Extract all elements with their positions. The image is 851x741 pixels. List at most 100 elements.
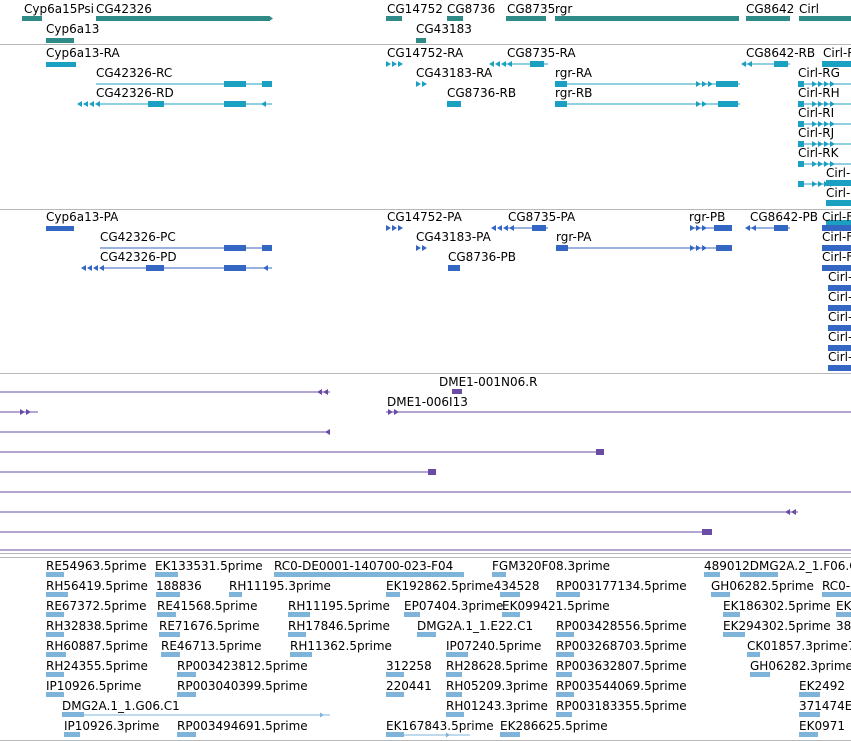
feature-label[interactable]: RC0- xyxy=(822,579,851,593)
feature-label[interactable]: CG43183 xyxy=(416,22,472,36)
feature-label[interactable]: EK xyxy=(836,599,851,613)
feature-label[interactable]: Cyp6a13 xyxy=(46,22,100,36)
feature-label[interactable]: RE46713.5prime xyxy=(161,639,262,653)
feature-label[interactable]: CG42326-PD xyxy=(100,250,177,264)
feature-label[interactable]: EK294302.5prime xyxy=(723,619,831,633)
feature-label[interactable]: IP07240.5prime xyxy=(446,639,542,653)
feature-label[interactable]: Cirl-RI xyxy=(798,106,835,120)
feature-label[interactable]: FGM320F08.3prime xyxy=(492,559,611,573)
feature-label[interactable]: EK0971 xyxy=(799,719,845,733)
feature-label[interactable]: RH11195.3prime xyxy=(229,579,331,593)
feature-label[interactable]: Cirl-RG xyxy=(798,66,840,80)
feature-label[interactable]: Cirl-F xyxy=(822,210,851,224)
feature-label[interactable]: EK133531.5prime xyxy=(155,559,263,573)
feature-label[interactable]: CG8736-RB xyxy=(447,86,517,100)
feature-label[interactable]: RH28628.5prime xyxy=(446,659,548,673)
feature-label[interactable]: CG42326-RD xyxy=(96,86,174,100)
feature-label[interactable]: Cirl-RF xyxy=(823,46,851,60)
feature-label[interactable]: RE67372.5prime xyxy=(46,599,147,613)
feature-label[interactable]: EK192862.5prime434528 xyxy=(386,579,540,593)
feature-label[interactable]: Cyp6a13-RA xyxy=(46,46,120,60)
feature-label[interactable]: EK099421.5prime xyxy=(502,599,610,613)
feature-label[interactable]: Cirl xyxy=(799,2,819,16)
feature-label[interactable]: RP003040399.5prime xyxy=(177,679,308,693)
feature-label[interactable]: 188836 xyxy=(156,579,202,593)
feature-label[interactable]: CG14752-RA xyxy=(387,46,464,60)
feature-label[interactable]: Cirl-F xyxy=(822,250,851,264)
feature-label[interactable]: DMG2A.1_1.E22.C1 xyxy=(417,619,534,633)
feature-label[interactable]: DME1-006I13 xyxy=(387,395,468,409)
feature-label[interactable]: 489012DMG2A.2_1.F06.C1 xyxy=(704,559,851,573)
feature-label[interactable]: rgr-PB xyxy=(689,210,726,224)
feature-label[interactable]: 312258 xyxy=(386,659,432,673)
feature-label[interactable]: RP003177134.5prime xyxy=(556,579,687,593)
feature-label[interactable]: RE54963.5prime xyxy=(46,559,147,573)
feature-label[interactable]: RH01243.3prime xyxy=(446,699,548,713)
feature-label[interactable]: CG14752-PA xyxy=(387,210,462,224)
feature-label[interactable]: 371474E xyxy=(799,699,851,713)
feature-label[interactable]: RH11362.5prime xyxy=(290,639,392,653)
feature-label[interactable]: Cirl- xyxy=(828,270,851,284)
feature-label[interactable]: rgr xyxy=(555,2,573,16)
feature-label[interactable]: RP003423812.5prime xyxy=(177,659,308,673)
feature-label[interactable]: CG8736-PB xyxy=(448,250,517,264)
feature-label[interactable]: RH24355.5prime xyxy=(46,659,148,673)
feature-label[interactable]: Cyp6a15Psi xyxy=(24,2,94,16)
feature-label[interactable]: CG8736 xyxy=(447,2,496,16)
feature-label[interactable]: CG43183-PA xyxy=(416,230,491,244)
feature-label[interactable]: CG8735-RA xyxy=(507,46,576,60)
feature-label[interactable]: rgr-PA xyxy=(556,230,592,244)
feature-label[interactable]: Cirl- xyxy=(828,310,851,324)
feature-label[interactable]: RH32838.5prime xyxy=(46,619,148,633)
feature-label[interactable]: GH06282.5prime xyxy=(711,579,814,593)
feature-label[interactable]: CG14752 xyxy=(387,2,443,16)
feature-label[interactable]: CG8642-PB xyxy=(750,210,819,224)
feature-label[interactable]: RE71676.5prime xyxy=(159,619,260,633)
feature-label[interactable]: Cirl-RK xyxy=(798,146,839,160)
feature-label[interactable]: Cirl- xyxy=(826,166,851,180)
feature-label[interactable]: EK186302.5prime xyxy=(723,599,831,613)
feature-label[interactable]: 38 xyxy=(836,619,851,633)
feature-label[interactable]: RP003544069.5prime xyxy=(556,679,687,693)
feature-label[interactable]: Cirl- xyxy=(828,290,851,304)
feature-label[interactable]: EK2492 xyxy=(799,679,845,693)
feature-label[interactable]: CG42326-PC xyxy=(100,230,176,244)
feature-label[interactable]: RE41568.5prime xyxy=(157,599,258,613)
feature-label[interactable]: Cirl- xyxy=(828,350,851,364)
feature-label[interactable]: RH56419.5prime xyxy=(46,579,148,593)
feature-label[interactable]: Cirl- xyxy=(828,330,851,344)
feature-label[interactable]: RC0-DE0001-140700-023-F04 xyxy=(274,559,454,573)
feature-label[interactable]: CG42326 xyxy=(96,2,152,16)
feature-label[interactable]: RP003268703.5prime xyxy=(556,639,687,653)
feature-label[interactable]: RH17846.5prime xyxy=(288,619,390,633)
feature-label[interactable]: IP10926.5prime xyxy=(46,679,142,693)
feature-label[interactable]: CG43183-RA xyxy=(416,66,493,80)
feature-label[interactable]: EK286625.5prime xyxy=(500,719,608,733)
feature-label[interactable]: Cirl- xyxy=(826,186,851,200)
feature-label[interactable]: rgr-RB xyxy=(555,86,593,100)
feature-label[interactable]: CG42326-RC xyxy=(96,66,173,80)
feature-label[interactable]: CG8735 xyxy=(507,2,556,16)
feature-label[interactable]: RP003428556.5prime xyxy=(556,619,687,633)
feature-label[interactable]: RP003183355.5prime xyxy=(556,699,687,713)
feature-label[interactable]: DMG2A.1_1.G06.C1 xyxy=(62,699,180,713)
feature-label[interactable]: RH60887.5prime xyxy=(46,639,148,653)
feature-label[interactable]: DME1-001N06.R xyxy=(439,375,538,389)
feature-label[interactable]: RP003494691.5prime xyxy=(177,719,308,733)
feature-label[interactable]: 220441 xyxy=(386,679,432,693)
feature-label[interactable]: CG8642-RB xyxy=(746,46,816,60)
feature-label[interactable]: CG8642 xyxy=(746,2,795,16)
feature-label[interactable]: Cirl-F xyxy=(822,230,851,244)
feature-label[interactable]: Cirl-RH xyxy=(798,86,840,100)
feature-label[interactable]: rgr-RA xyxy=(555,66,592,80)
feature-label[interactable]: RP003632807.5prime xyxy=(556,659,687,673)
feature-label[interactable]: EP07404.3prime xyxy=(404,599,504,613)
feature-label[interactable]: Cyp6a13-PA xyxy=(46,210,119,224)
feature-label[interactable]: GH06282.3prime xyxy=(750,659,851,673)
feature-label[interactable]: RH11195.5prime xyxy=(288,599,390,613)
feature-label[interactable]: IP10926.3prime xyxy=(64,719,160,733)
feature-label[interactable]: CK01857.3prime7 xyxy=(747,639,851,653)
feature-label[interactable]: RH05209.3prime xyxy=(446,679,548,693)
feature-label[interactable]: CG8735-PA xyxy=(508,210,576,224)
